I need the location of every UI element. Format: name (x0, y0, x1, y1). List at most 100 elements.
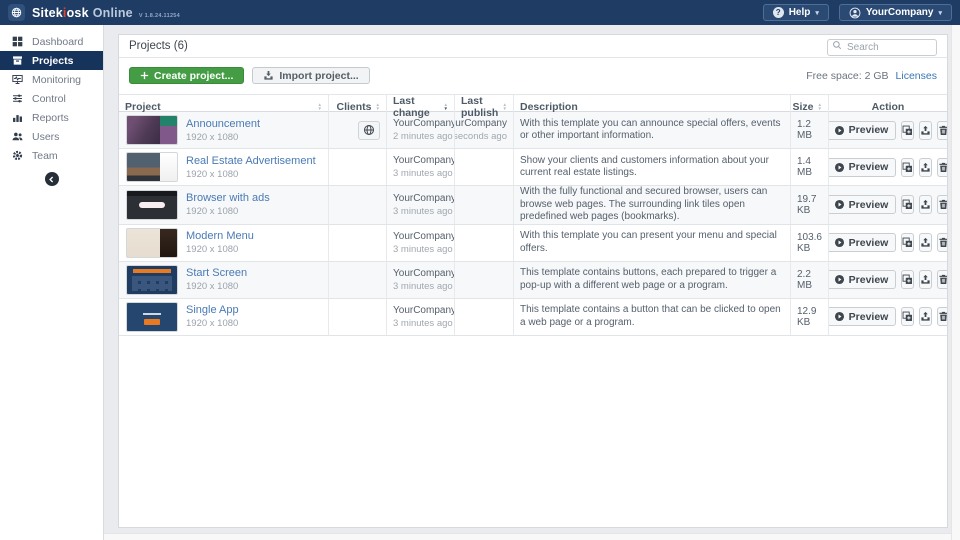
help-button[interactable]: ? Help ▾ (762, 4, 829, 21)
project-name-link[interactable]: Real Estate Advertisement (186, 154, 316, 167)
duplicate-button[interactable] (901, 270, 915, 289)
import-project-label: Import project... (279, 69, 359, 82)
delete-button[interactable] (937, 195, 947, 215)
export-button[interactable] (919, 195, 933, 215)
last-change-time: 3 minutes ago (393, 243, 453, 255)
last-publish-cell (455, 298, 514, 335)
delete-button[interactable] (937, 157, 947, 177)
project-description: With this template you can announce spec… (520, 117, 781, 142)
project-thumbnail[interactable] (126, 189, 178, 220)
duplicate-button[interactable] (901, 195, 915, 215)
sidebar-item-control[interactable]: Control (0, 89, 103, 108)
project-cell: Start Screen 1920 x 1080 (119, 261, 329, 298)
description-cell: This template contains buttons, each pre… (514, 261, 791, 298)
column-label: Last publish (461, 95, 499, 119)
project-size: 1.2 MB (797, 119, 812, 141)
description-cell: With this template you can announce spec… (514, 112, 791, 148)
sort-icon: ▲ ▼ (375, 102, 380, 111)
sidebar-item-users[interactable]: Users (0, 127, 103, 146)
column-header-project[interactable]: Project ▲ ▼ (119, 95, 329, 119)
duplicate-button[interactable] (901, 233, 915, 252)
column-header-size[interactable]: Size ▲ ▼ (791, 95, 829, 119)
project-cell: Single App 1920 x 1080 (119, 298, 329, 335)
search-icon (832, 40, 842, 50)
client-indicator-button[interactable] (358, 120, 380, 140)
project-description: This template contains a button that can… (520, 304, 781, 328)
export-button[interactable] (919, 307, 933, 326)
help-icon: ? (772, 7, 784, 18)
size-cell: 1.4 MB (791, 149, 829, 185)
user-circle-icon (849, 7, 861, 19)
preview-button[interactable]: Preview (829, 120, 897, 140)
horizontal-scrollbar[interactable] (104, 533, 951, 540)
preview-label: Preview (848, 161, 889, 173)
sidebar-item-monitoring[interactable]: Monitoring (0, 70, 103, 89)
export-button[interactable] (919, 157, 933, 177)
import-project-button[interactable]: Import project... (252, 67, 370, 84)
trash-icon (938, 311, 947, 322)
project-name-link[interactable]: Modern Menu (186, 230, 254, 242)
size-cell: 1.2 MB (791, 112, 829, 148)
vertical-scrollbar[interactable] (951, 25, 960, 540)
project-name-link[interactable]: Single App (186, 304, 239, 316)
duplicate-button[interactable] (901, 307, 915, 326)
export-button[interactable] (919, 233, 933, 252)
export-button[interactable] (919, 120, 933, 140)
export-button[interactable] (919, 270, 933, 289)
sidebar-collapse-button[interactable] (44, 172, 59, 186)
column-header-last-publish[interactable]: Last publish ▲ ▼ (455, 95, 514, 119)
preview-label: Preview (848, 236, 889, 249)
export-icon (920, 237, 931, 248)
project-resolution: 1920 x 1080 (186, 244, 239, 255)
project-description: Show your clients and customers informat… (520, 154, 770, 179)
duplicate-button[interactable] (901, 120, 915, 140)
description-cell: Show your clients and customers informat… (514, 149, 791, 185)
account-menu-button[interactable]: YourCompany ▾ (838, 4, 952, 21)
copy-plus-icon (902, 274, 913, 285)
free-space-text: Free space: 2 GB (806, 69, 889, 82)
sidebar-item-reports[interactable]: Reports (0, 108, 103, 127)
last-publish-by: YourCompany (455, 118, 507, 129)
preview-button[interactable]: Preview (829, 307, 897, 326)
column-label: Clients (336, 101, 372, 113)
size-cell: 19.7 KB (791, 186, 829, 224)
duplicate-button[interactable] (901, 157, 915, 177)
create-project-button[interactable]: Create project... (129, 67, 245, 84)
sidebar-item-dashboard[interactable]: Dashboard (0, 32, 103, 51)
preview-button[interactable]: Preview (829, 195, 897, 215)
project-thumbnail[interactable] (126, 301, 178, 332)
description-cell: With this template you can present your … (514, 224, 791, 261)
clients-cell (329, 298, 387, 335)
last-change-time: 2 minutes ago (393, 131, 453, 142)
project-cell: Real Estate Advertisement 1920 x 1080 (119, 149, 329, 185)
sidebar-item-projects[interactable]: Projects (0, 51, 103, 70)
table-row: Real Estate Advertisement 1920 x 1080 Yo… (119, 149, 947, 186)
project-resolution: 1920 x 1080 (186, 168, 239, 180)
column-header-last-change[interactable]: Last change ▲ ▼ (387, 95, 455, 119)
project-thumbnail[interactable] (126, 152, 178, 182)
last-change-by: YourCompany (393, 230, 455, 242)
play-circle-icon (834, 125, 845, 136)
preview-button[interactable]: Preview (829, 233, 897, 252)
project-thumbnail[interactable] (126, 264, 178, 295)
project-thumbnail[interactable] (126, 227, 178, 258)
project-name-link[interactable]: Browser with ads (186, 192, 270, 205)
help-label: Help (788, 7, 811, 18)
preview-button[interactable]: Preview (829, 157, 897, 177)
project-thumbnail[interactable] (126, 115, 178, 145)
preview-button[interactable]: Preview (829, 270, 897, 289)
sidebar-item-team[interactable]: Team (0, 146, 103, 165)
project-name-link[interactable]: Announcement (186, 117, 260, 130)
delete-button[interactable] (937, 307, 947, 326)
licenses-link[interactable]: Licenses (895, 69, 937, 82)
delete-button[interactable] (937, 233, 947, 252)
export-icon (920, 125, 931, 136)
delete-button[interactable] (937, 270, 947, 289)
search-input[interactable] (827, 38, 937, 56)
brand-part1: Sitek (32, 5, 63, 20)
projects-table: Project ▲ ▼ Clients ▲ ▼ Last change ▲ ▼ Last publ… (119, 94, 947, 336)
column-header-clients[interactable]: Clients ▲ ▼ (329, 95, 387, 119)
delete-button[interactable] (937, 120, 947, 140)
brand-part2: osk (66, 5, 89, 20)
project-name-link[interactable]: Start Screen (186, 267, 248, 279)
